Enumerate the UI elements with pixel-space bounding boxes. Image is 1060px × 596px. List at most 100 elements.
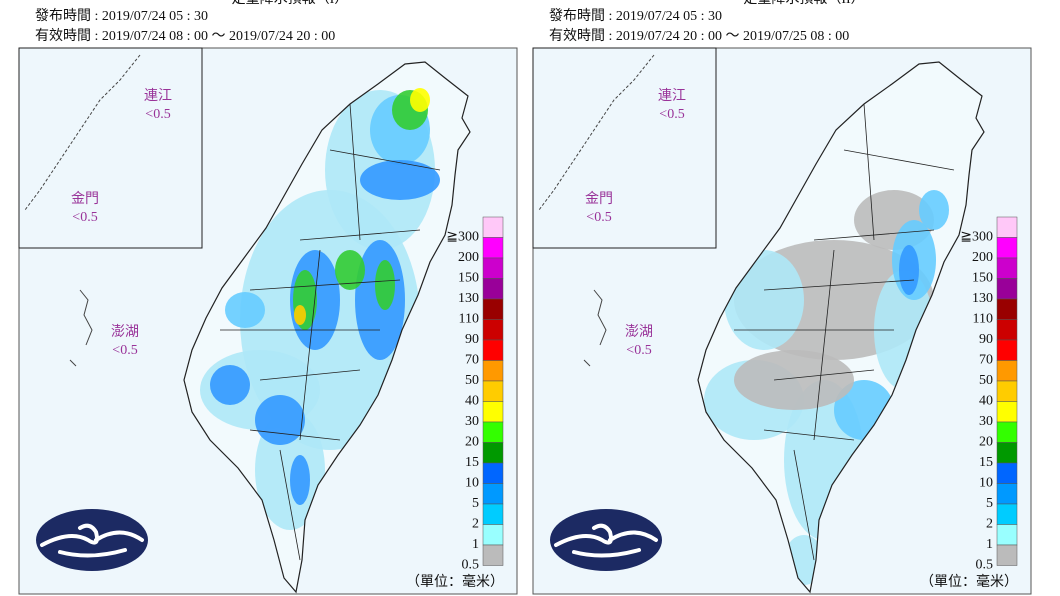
- legend-label: 1: [472, 537, 479, 552]
- rain-area: [210, 365, 250, 405]
- legend-swatch: [482, 401, 504, 423]
- legend-label: 10: [979, 476, 993, 491]
- island-name: 澎湖: [625, 324, 653, 340]
- rain-areas: [200, 88, 440, 530]
- legend-label: 1: [986, 537, 993, 552]
- island-name: 金門: [71, 191, 99, 207]
- valid: 有效時間 : 2019/07/24 08 : 00 ～ 2019/07/24 2…: [35, 28, 335, 44]
- island-value: <0.5: [145, 107, 170, 122]
- coast-inset: [538, 54, 655, 211]
- penghu: [69, 289, 93, 367]
- rain-area: [734, 350, 854, 410]
- legend-label: 10: [465, 476, 479, 491]
- issued: 發布時間 : 2019/07/24 05 : 30: [35, 8, 208, 24]
- legend-label: 30: [979, 414, 993, 429]
- legend-swatch: [482, 216, 504, 238]
- legend-label: 110: [459, 312, 479, 327]
- legend-label: 20: [979, 435, 993, 450]
- legend-swatch: [996, 503, 1018, 525]
- legend-label: 70: [979, 353, 993, 368]
- rain-area: [290, 455, 310, 505]
- logo-swirl: [40, 523, 144, 558]
- legend-label: 110: [973, 312, 993, 327]
- legend-swatch: [482, 339, 504, 361]
- legend-label: 30: [465, 414, 479, 429]
- legend-swatch: [996, 421, 1018, 443]
- legend-swatch: [996, 278, 1018, 300]
- legend-swatch: [996, 339, 1018, 361]
- legend-label: 200: [458, 250, 479, 265]
- legend-swatch: [482, 319, 504, 341]
- county-borders: [734, 103, 955, 561]
- legend-swatch: [996, 298, 1018, 320]
- island-name: 澎湖: [111, 324, 139, 340]
- legend-label: 150: [972, 271, 993, 286]
- island-name: 連江: [658, 88, 686, 104]
- legend-swatch: [996, 237, 1018, 259]
- legend-swatch: [996, 360, 1018, 382]
- legend-swatch: [482, 544, 504, 566]
- legend-label: 40: [465, 394, 479, 409]
- inset-frame: [18, 47, 203, 249]
- legend-swatch: [996, 257, 1018, 279]
- island-value: <0.5: [112, 343, 137, 358]
- legend-label: 40: [979, 394, 993, 409]
- legend-label: ≧300: [960, 230, 993, 245]
- panel: 定量降水預報（I） 發布時間 : 2019/07/24 05 : 30 有效時間 :…: [18, 0, 518, 595]
- legend-label: 5: [472, 496, 479, 511]
- legend-label: 70: [465, 353, 479, 368]
- island-value: <0.5: [586, 210, 611, 225]
- rain-area: [375, 260, 395, 310]
- legend-swatch: [996, 462, 1018, 484]
- legend-label: ≧300: [446, 230, 479, 245]
- island-name: 連江: [144, 88, 172, 104]
- legend-label: 2: [986, 517, 993, 532]
- legend-swatch: [482, 462, 504, 484]
- legend-swatch: [996, 380, 1018, 402]
- legend-swatch: [482, 360, 504, 382]
- legend-swatch: [996, 544, 1018, 566]
- taiwan-outline: [697, 61, 985, 594]
- valid: 有效時間 : 2019/07/24 20 : 00 ～ 2019/07/25 0…: [549, 28, 849, 44]
- legend-label: 15: [979, 455, 993, 470]
- legend-swatch: [482, 298, 504, 320]
- island-value: <0.5: [72, 210, 97, 225]
- legend-swatch: [482, 483, 504, 505]
- legend-label: 50: [979, 373, 993, 388]
- legend-label: 5: [986, 496, 993, 511]
- legend-swatch: [996, 483, 1018, 505]
- county-borders: [220, 103, 441, 561]
- legend-swatch: [482, 524, 504, 546]
- legend-swatch: [482, 442, 504, 464]
- legend-label: 200: [972, 250, 993, 265]
- rain-area: [225, 292, 265, 328]
- legend-swatch: [996, 401, 1018, 423]
- logo: [36, 509, 148, 571]
- taiwan-outline: [183, 61, 471, 594]
- legend-label: 2: [472, 517, 479, 532]
- legend-label: 150: [458, 271, 479, 286]
- title: 定量降水預報（II）: [743, 0, 864, 7]
- legend-swatch: [996, 319, 1018, 341]
- panel: 定量降水預報（II） 發布時間 : 2019/07/24 05 : 30 有效時間 …: [532, 0, 1032, 595]
- island-value: <0.5: [626, 343, 651, 358]
- legend-label: 15: [465, 455, 479, 470]
- legend-label: 50: [465, 373, 479, 388]
- legend-label: 90: [979, 332, 993, 347]
- logo: [550, 509, 662, 571]
- rain-area: [294, 305, 306, 325]
- issued: 發布時間 : 2019/07/24 05 : 30: [549, 8, 722, 24]
- legend-swatch: [482, 257, 504, 279]
- rain-area: [410, 88, 430, 112]
- rain-area: [899, 245, 919, 295]
- penghu: [583, 289, 607, 367]
- legend-swatch: [482, 421, 504, 443]
- legend-label: 0.5: [976, 558, 994, 573]
- unit: （單位：毫米）: [920, 573, 1018, 590]
- legend-swatch: [482, 380, 504, 402]
- rain-area: [255, 395, 305, 445]
- inset-frame: [532, 47, 717, 249]
- legend-label: 130: [458, 291, 479, 306]
- legend-swatch: [482, 278, 504, 300]
